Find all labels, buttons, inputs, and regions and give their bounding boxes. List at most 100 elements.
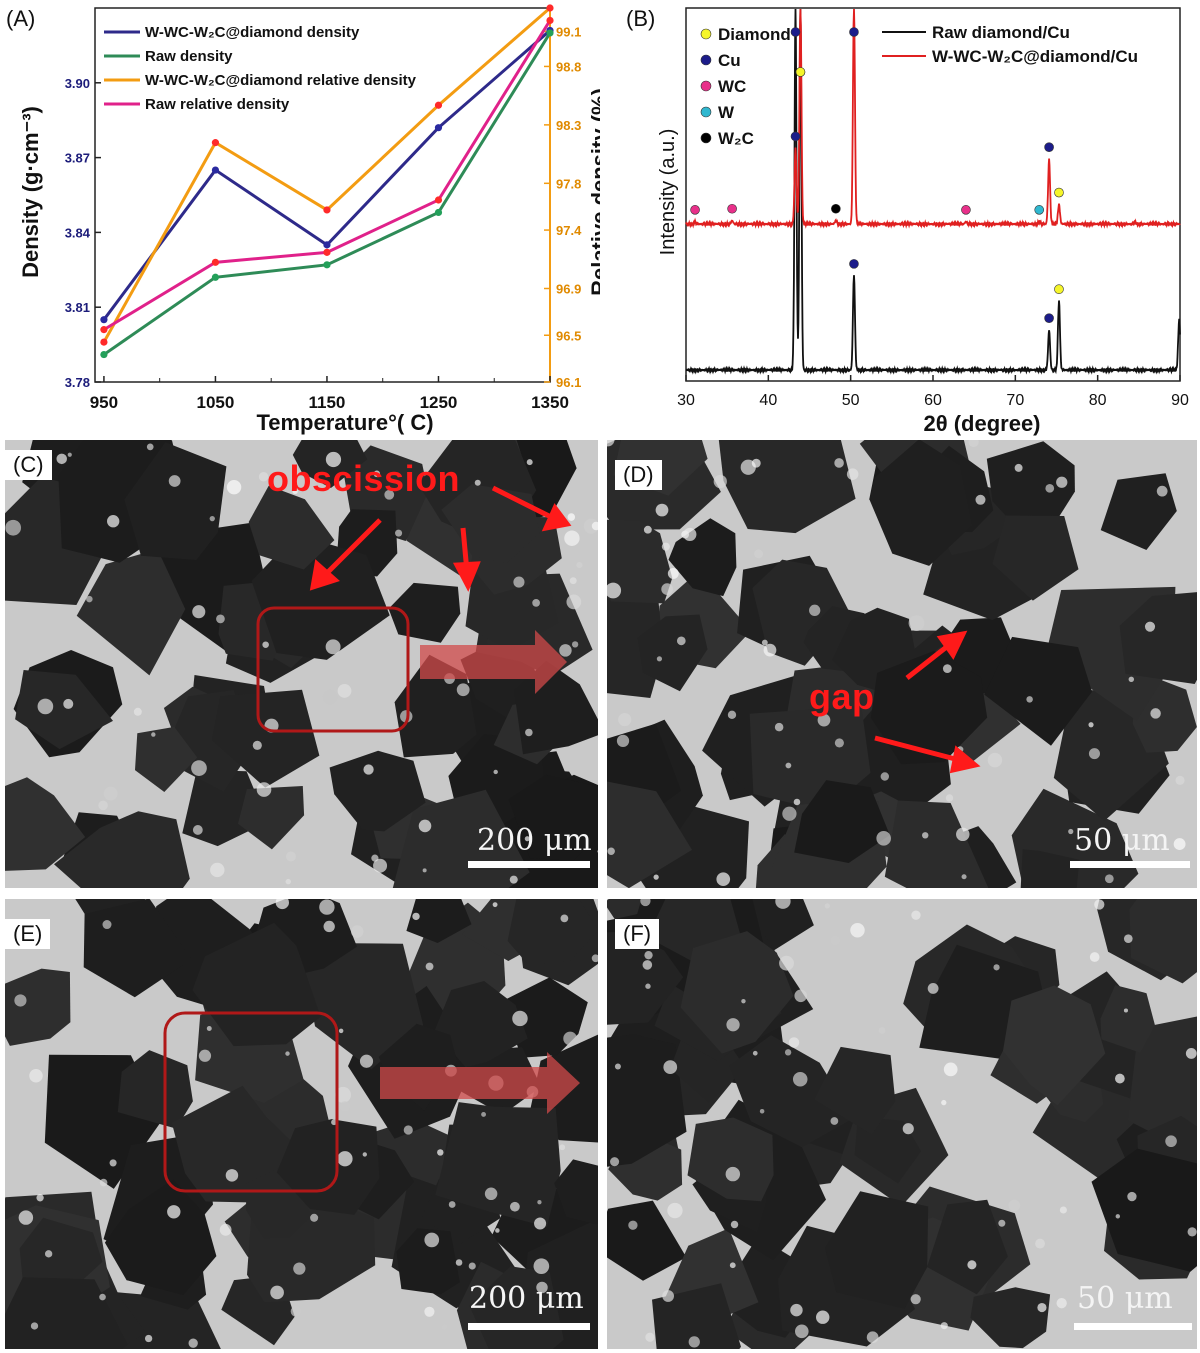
legend-label: W-WC-W₂C@diamond relative density — [145, 72, 417, 89]
data-point — [434, 124, 443, 132]
phase-marker — [690, 205, 700, 215]
zoom-box — [163, 1011, 339, 1193]
legend-label: W-WC-W₂C@diamond/Cu — [932, 47, 1138, 66]
scale-bar-label: 200 μm — [477, 823, 592, 858]
scale-bar — [1074, 1323, 1192, 1330]
data-point — [546, 4, 554, 12]
legend-label: W-WC-W₂C@diamond density — [145, 24, 360, 41]
data-point — [546, 16, 554, 25]
sem-image-c: (C) obscission 200 μm — [5, 440, 598, 888]
scale-bar — [468, 1323, 590, 1330]
zoom-arrow — [380, 1052, 580, 1114]
y-tick-label-right: 96.1 — [556, 375, 581, 390]
sem-image-f: (F) 50 μm — [607, 899, 1197, 1349]
panel-label-a: (A) — [6, 6, 35, 31]
x-tick-label: 70 — [1006, 392, 1024, 409]
gap-annotation: gap — [809, 676, 875, 717]
x-tick-label: 1250 — [420, 393, 458, 412]
phase-legend-label: Diamond — [718, 25, 791, 44]
obscission-annotation: obscission — [267, 458, 461, 499]
legend-label: Raw diamond/Cu — [932, 23, 1070, 42]
xrd-pattern-1 — [685, 8, 1181, 375]
panel-label-e: (E) — [5, 919, 51, 949]
data-point — [323, 261, 331, 269]
y-axis-label-visible: Intensity (a.u.) — [657, 129, 679, 256]
y-tick-label-right: 97.8 — [556, 176, 581, 191]
sem-image-d: (D) gap 50 μm — [607, 440, 1197, 888]
phase-legend-dot — [700, 54, 712, 66]
data-point — [434, 208, 443, 217]
y-tick-label-left: 3.84 — [65, 225, 91, 240]
phase-legend-label: WC — [718, 77, 746, 96]
scale-bar — [1070, 861, 1190, 868]
legend-label: Raw density — [145, 48, 233, 65]
data-point — [211, 258, 220, 266]
x-axis-label: 2θ (degree) — [923, 411, 1040, 436]
y-tick-label-left: 3.90 — [65, 76, 90, 91]
x-tick-label: 1350 — [531, 393, 569, 412]
data-point — [100, 338, 108, 346]
phase-marker — [849, 27, 859, 37]
phase-legend-label: W₂C — [718, 129, 754, 148]
data-point — [323, 206, 331, 214]
y-tick-label-right: 96.9 — [556, 282, 581, 297]
sem-image-e: (E) 200 μm — [5, 899, 598, 1349]
x-tick-label: 1050 — [197, 393, 235, 412]
y-axis-label-left: Density (g·cm⁻³) — [18, 106, 43, 278]
phase-marker — [1044, 142, 1054, 152]
phase-marker — [831, 203, 841, 214]
data-point — [211, 139, 220, 147]
data-point — [100, 350, 108, 359]
scale-bar-label: 50 μm — [1077, 1281, 1173, 1316]
phase-legend-dot — [700, 132, 712, 144]
y-axis-label-right: Relative density (%) — [587, 88, 600, 296]
x-tick-label: 60 — [924, 392, 942, 409]
zoom-arrow — [420, 630, 567, 694]
xrd-chart: (B) 30 40 50 60 70 80 90 Diamond Cu WC W W₂C Raw di… — [600, 0, 1200, 440]
x-tick-label: 80 — [1089, 392, 1107, 409]
panel-label-d: (D) — [615, 460, 662, 490]
phase-marker — [1034, 205, 1045, 215]
x-tick-label: 950 — [90, 393, 118, 412]
x-tick-label: 30 — [677, 392, 695, 409]
y-tick-label-left: 3.78 — [65, 375, 90, 390]
phase-legend-dot — [700, 106, 712, 118]
y-tick-label-right: 98.8 — [556, 59, 581, 74]
data-point — [434, 101, 443, 109]
y-tick-label-left: 3.87 — [65, 151, 90, 166]
phase-marker — [795, 67, 806, 77]
phase-marker — [790, 27, 801, 37]
data-point — [100, 316, 108, 324]
scale-bar-label: 50 μm — [1074, 823, 1170, 858]
data-point — [323, 241, 331, 249]
y-tick-label-right: 97.4 — [556, 223, 582, 238]
phase-legend-label: W — [718, 103, 735, 122]
phase-marker — [790, 131, 801, 142]
phase-legend-label: Cu — [718, 51, 741, 70]
legend-label: Raw relative density — [145, 96, 290, 113]
panel-label-f: (F) — [615, 919, 660, 949]
x-tick-label: 1150 — [309, 393, 346, 412]
y-tick-label-right: 99.1 — [556, 24, 581, 39]
xrd-pattern-2 — [685, 8, 1181, 229]
x-tick-label: 40 — [759, 392, 777, 409]
panel-label-b: (B) — [626, 6, 655, 31]
y-tick-label-right: 98.3 — [556, 118, 581, 133]
y-tick-label-right: 96.5 — [556, 328, 581, 343]
phase-marker — [727, 203, 737, 214]
data-point — [546, 29, 554, 37]
data-point — [211, 166, 220, 174]
phase-marker — [961, 205, 971, 215]
data-point — [100, 326, 108, 334]
phase-marker — [849, 259, 859, 269]
density-chart: (A) 950 1050 1150 1250 1350 3.78 3.81 3.84 3.87 3… — [0, 0, 600, 440]
scale-bar — [468, 861, 590, 868]
phase-marker — [1054, 284, 1064, 295]
x-tick-label: 50 — [842, 392, 860, 409]
zoom-box — [256, 606, 410, 733]
x-axis-label: Temperature°( C) — [256, 410, 433, 435]
data-point — [434, 196, 443, 204]
data-point — [323, 248, 331, 256]
phase-marker — [1054, 187, 1064, 198]
